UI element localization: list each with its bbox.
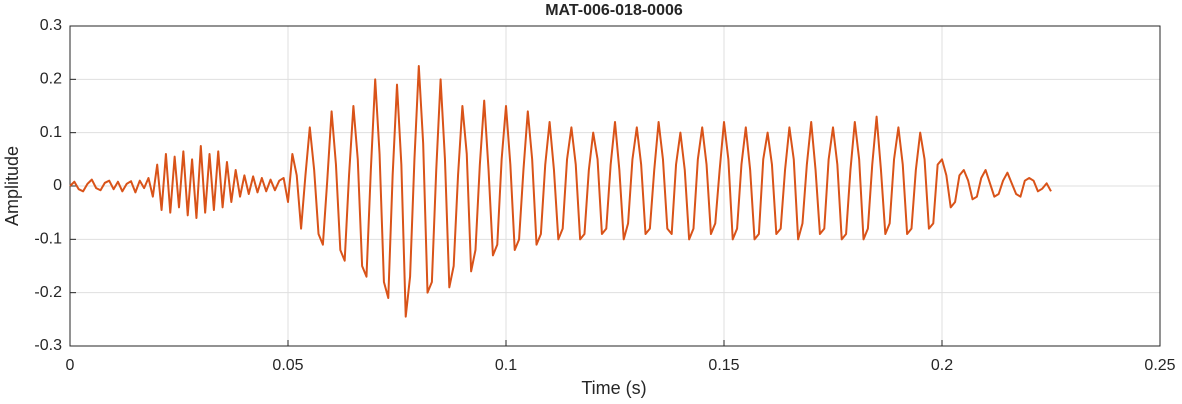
y-tick-label: -0.2 — [34, 284, 62, 301]
x-axis-label: Time (s) — [581, 378, 646, 398]
y-axis-label: Amplitude — [2, 146, 22, 226]
chart-title: MAT-006-018-0006 — [545, 2, 683, 19]
y-tick-label: 0.3 — [40, 17, 62, 34]
x-tick-label: 0 — [66, 357, 75, 374]
x-tick-label: 0.15 — [708, 357, 739, 374]
y-tick-label: 0.2 — [40, 71, 62, 88]
waveform-line — [69, 65, 1052, 318]
y-tick-label: -0.3 — [34, 337, 62, 354]
x-tick-label: 0.1 — [495, 357, 517, 374]
x-tick-label: 0.2 — [931, 357, 953, 374]
x-tick-label: 0.05 — [272, 357, 303, 374]
x-tick-label: 0.25 — [1144, 357, 1175, 374]
y-tick-label: 0.1 — [40, 124, 62, 141]
y-tick-label: -0.1 — [34, 231, 62, 248]
y-tick-label: 0 — [53, 177, 62, 194]
